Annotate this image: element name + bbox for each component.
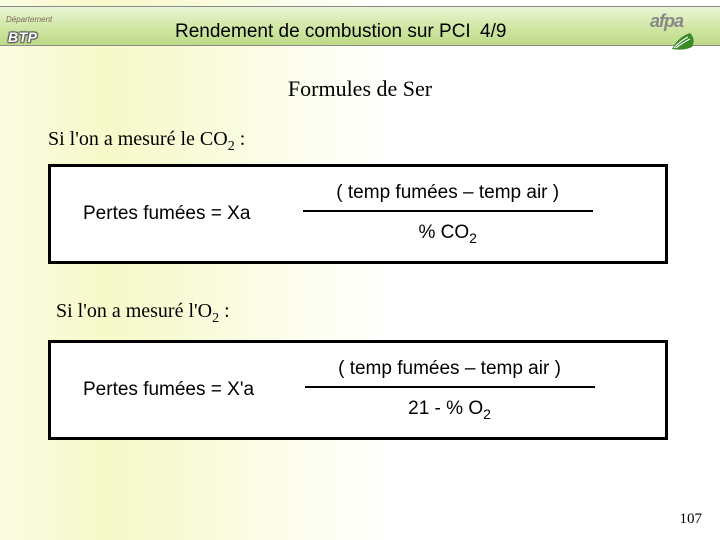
condition-o2-prefix: Si l'on a mesuré l'O xyxy=(56,300,212,322)
condition-co2-prefix: Si l'on a mesuré le CO xyxy=(48,128,228,150)
formula-box-o2: Pertes fumées = X'a ( temp fumées – temp… xyxy=(48,340,668,440)
formula-co2-numerator: ( temp fumées – temp air ) xyxy=(336,182,559,210)
formula-box-co2: Pertes fumées = Xa ( temp fumées – temp … xyxy=(48,164,668,264)
section-title: Formules de Ser xyxy=(0,76,720,102)
formula-co2-denom-sub: 2 xyxy=(469,230,477,246)
formula-co2-denominator: % CO2 xyxy=(418,212,476,246)
condition-o2-suffix: : xyxy=(219,300,230,322)
leaf-icon xyxy=(670,31,698,51)
page-indicator: 4/9 xyxy=(480,21,506,43)
condition-co2: Si l'on a mesuré le CO2 : xyxy=(48,128,245,155)
afpa-logo: afpa xyxy=(650,11,710,49)
formula-o2-denom-prefix: 21 - % O xyxy=(408,398,483,419)
btp-logo: BTP xyxy=(8,29,38,45)
condition-co2-sub: 2 xyxy=(228,139,235,154)
condition-co2-suffix: : xyxy=(235,128,246,150)
afpa-text: afpa xyxy=(650,11,683,31)
formula-o2-lhs: Pertes fumées = X'a xyxy=(51,379,254,401)
formula-o2-fraction: ( temp fumées – temp air ) 21 - % O2 xyxy=(254,358,665,422)
formula-o2-numerator: ( temp fumées – temp air ) xyxy=(338,358,561,386)
formula-co2-fraction: ( temp fumées – temp air ) % CO2 xyxy=(250,182,665,246)
header-bar: Département BTP Rendement de combustion … xyxy=(0,6,720,46)
page-number: 107 xyxy=(680,511,703,528)
formula-co2-lhs: Pertes fumées = Xa xyxy=(51,203,250,225)
formula-o2-denominator: 21 - % O2 xyxy=(408,388,491,422)
dept-label: Département xyxy=(6,15,52,24)
page-title: Rendement de combustion sur PCI xyxy=(175,21,471,43)
formula-o2-denom-sub: 2 xyxy=(483,406,491,422)
formula-co2-denom-prefix: % CO xyxy=(418,222,469,243)
condition-o2: Si l'on a mesuré l'O2 : xyxy=(56,300,230,327)
